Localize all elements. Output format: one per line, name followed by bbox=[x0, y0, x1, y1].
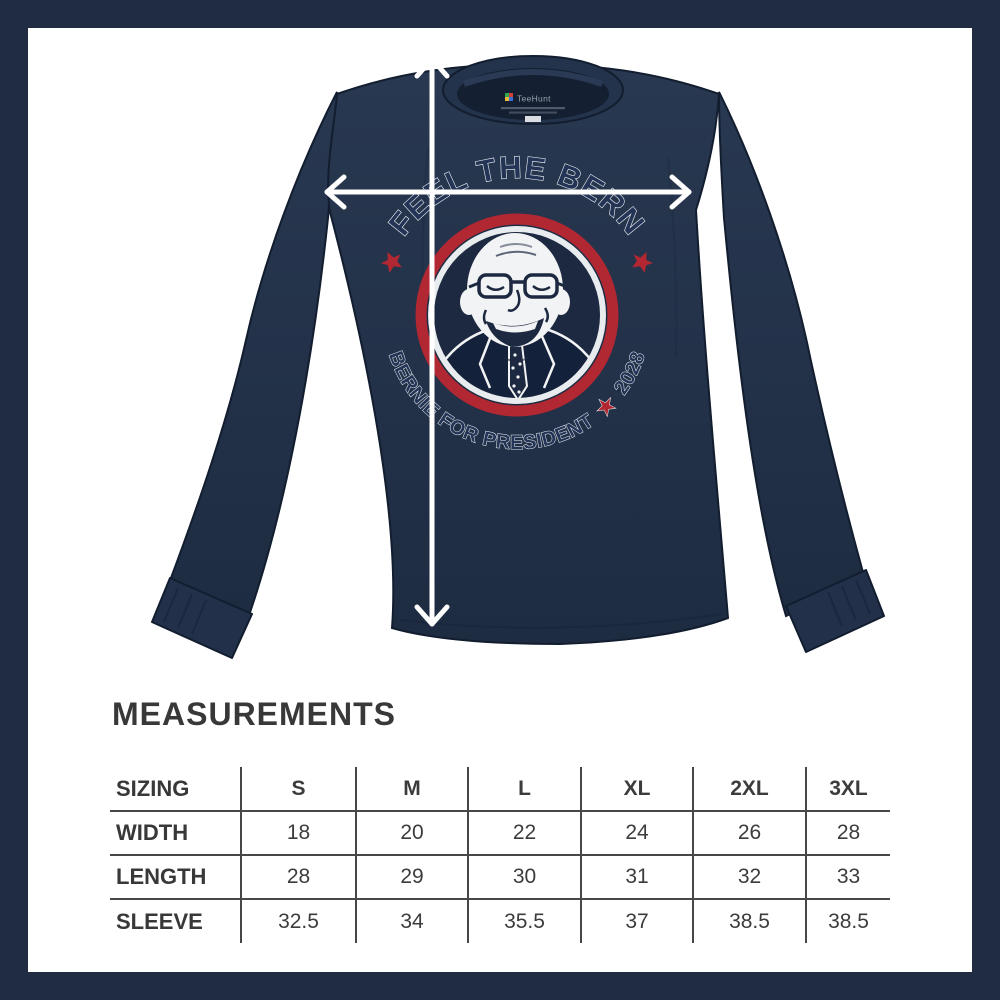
sleeve-l: 35.5 bbox=[467, 899, 581, 943]
sleeve-3xl: 38.5 bbox=[805, 899, 890, 943]
table-row-width: WIDTH 18 20 22 24 26 28 bbox=[110, 811, 890, 856]
outer-red-ring bbox=[415, 213, 619, 417]
size-tab bbox=[525, 116, 541, 122]
width-m: 20 bbox=[355, 811, 468, 856]
col-header-sizing: SIZING bbox=[110, 767, 241, 812]
col-header-xl: XL bbox=[580, 767, 693, 812]
col-header-3xl: 3XL bbox=[805, 767, 890, 812]
row-label-sleeve: SLEEVE bbox=[116, 908, 203, 934]
measurements-title: MEASUREMENTS bbox=[112, 696, 397, 732]
measure-arrows bbox=[324, 56, 692, 627]
length-s: 28 bbox=[240, 855, 356, 900]
length-l: 30 bbox=[467, 855, 581, 900]
collar-opening bbox=[457, 68, 609, 120]
table-row-length: LENGTH 28 29 30 31 32 33 bbox=[110, 855, 890, 900]
width-2xl: 26 bbox=[692, 811, 806, 856]
sleeve-2xl: 38.5 bbox=[692, 899, 806, 943]
col-header-l: L bbox=[467, 767, 581, 812]
left-cuff bbox=[151, 577, 253, 659]
neck-label: TeeHunt bbox=[501, 93, 565, 122]
width-xl: 24 bbox=[580, 811, 693, 856]
sizing-table: SIZING S M L XL 2XL 3XL WIDTH 18 20 22 2… bbox=[110, 767, 890, 943]
brand-label: TeeHunt bbox=[517, 94, 551, 104]
sleeve-xl: 37 bbox=[580, 899, 693, 943]
sleeve-s: 32.5 bbox=[240, 899, 356, 943]
col-header-s: S bbox=[240, 767, 356, 812]
width-s: 18 bbox=[240, 811, 356, 856]
length-arrow bbox=[414, 56, 450, 627]
col-header-m: M bbox=[355, 767, 468, 812]
length-2xl: 32 bbox=[692, 855, 806, 900]
row-label-length: LENGTH bbox=[110, 855, 241, 900]
width-arrow bbox=[324, 174, 692, 210]
length-3xl: 33 bbox=[805, 855, 890, 900]
right-sleeve bbox=[718, 91, 866, 618]
length-m: 29 bbox=[355, 855, 468, 900]
width-l: 22 bbox=[467, 811, 581, 856]
table-header-row: SIZING S M L XL 2XL 3XL bbox=[110, 767, 890, 812]
left-sleeve bbox=[166, 91, 338, 626]
product-image: TeeHunt bbox=[151, 55, 885, 659]
table-row-sleeve: SLEEVE 32.5 34 35.5 37 38.5 38.5 bbox=[110, 899, 890, 943]
row-label-width: WIDTH bbox=[110, 811, 241, 856]
sleeve-m: 34 bbox=[355, 899, 468, 943]
brand-logo-icon bbox=[505, 93, 513, 101]
col-header-2xl: 2XL bbox=[692, 767, 806, 812]
width-3xl: 28 bbox=[805, 811, 890, 856]
length-xl: 31 bbox=[580, 855, 693, 900]
